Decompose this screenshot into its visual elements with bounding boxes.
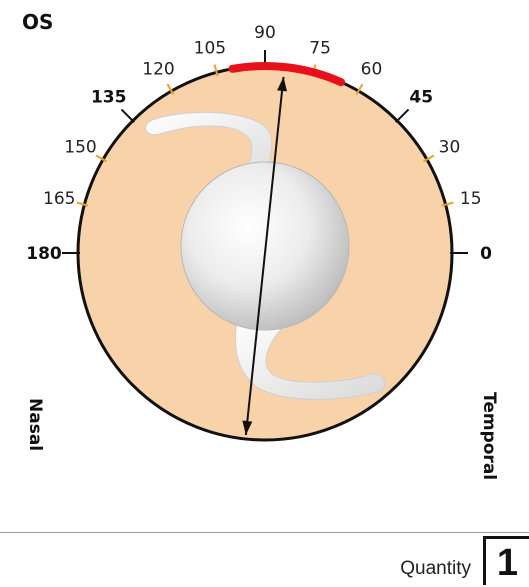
- degree-ticks: [62, 50, 468, 254]
- degree-label-0: 0: [480, 244, 492, 264]
- lower-haptic: [235, 314, 386, 400]
- degree-labels: 0 15 30 45 60 75 90 105 120 135 150 165 180: [26, 23, 492, 264]
- quantity-value: 1: [483, 536, 529, 585]
- degree-label-180: 180: [26, 244, 62, 264]
- degree-label-165: 165: [43, 189, 75, 209]
- degree-label-105: 105: [194, 38, 226, 58]
- degree-label-150: 150: [64, 138, 96, 158]
- axis-highlight-arc: [228, 62, 346, 87]
- degree-label-60: 60: [361, 60, 383, 80]
- tick-60: [355, 83, 364, 96]
- tick-165: [76, 201, 89, 207]
- toric-lens-diagram: OS 0 15 30 45 60 75 90 105 120 135 150 165 180 Nasal…: [22, 10, 499, 480]
- eye-label: OS: [22, 10, 53, 34]
- degree-label-45: 45: [409, 88, 433, 108]
- tick-135: [120, 108, 135, 123]
- quantity-label: Quantity: [400, 558, 471, 579]
- degree-label-120: 120: [142, 60, 174, 80]
- tick-45: [395, 108, 410, 123]
- degree-label-135: 135: [91, 88, 127, 108]
- degree-label-90: 90: [254, 23, 276, 43]
- arrow-head-top: [277, 76, 288, 92]
- degree-label-15: 15: [460, 189, 482, 209]
- arrow-head-bottom: [242, 420, 253, 435]
- degree-label-30: 30: [439, 138, 461, 158]
- tick-30: [422, 154, 435, 163]
- degree-label-75: 75: [309, 38, 331, 58]
- tick-15: [441, 201, 454, 207]
- tick-105: [213, 64, 219, 77]
- temporal-label: Temporal: [479, 392, 499, 480]
- axis-arrow: [244, 76, 285, 436]
- tick-150: [95, 154, 108, 163]
- tick-120: [166, 83, 175, 96]
- footer-bar: Quantity 1: [0, 532, 529, 585]
- nasal-label: Nasal: [25, 398, 45, 451]
